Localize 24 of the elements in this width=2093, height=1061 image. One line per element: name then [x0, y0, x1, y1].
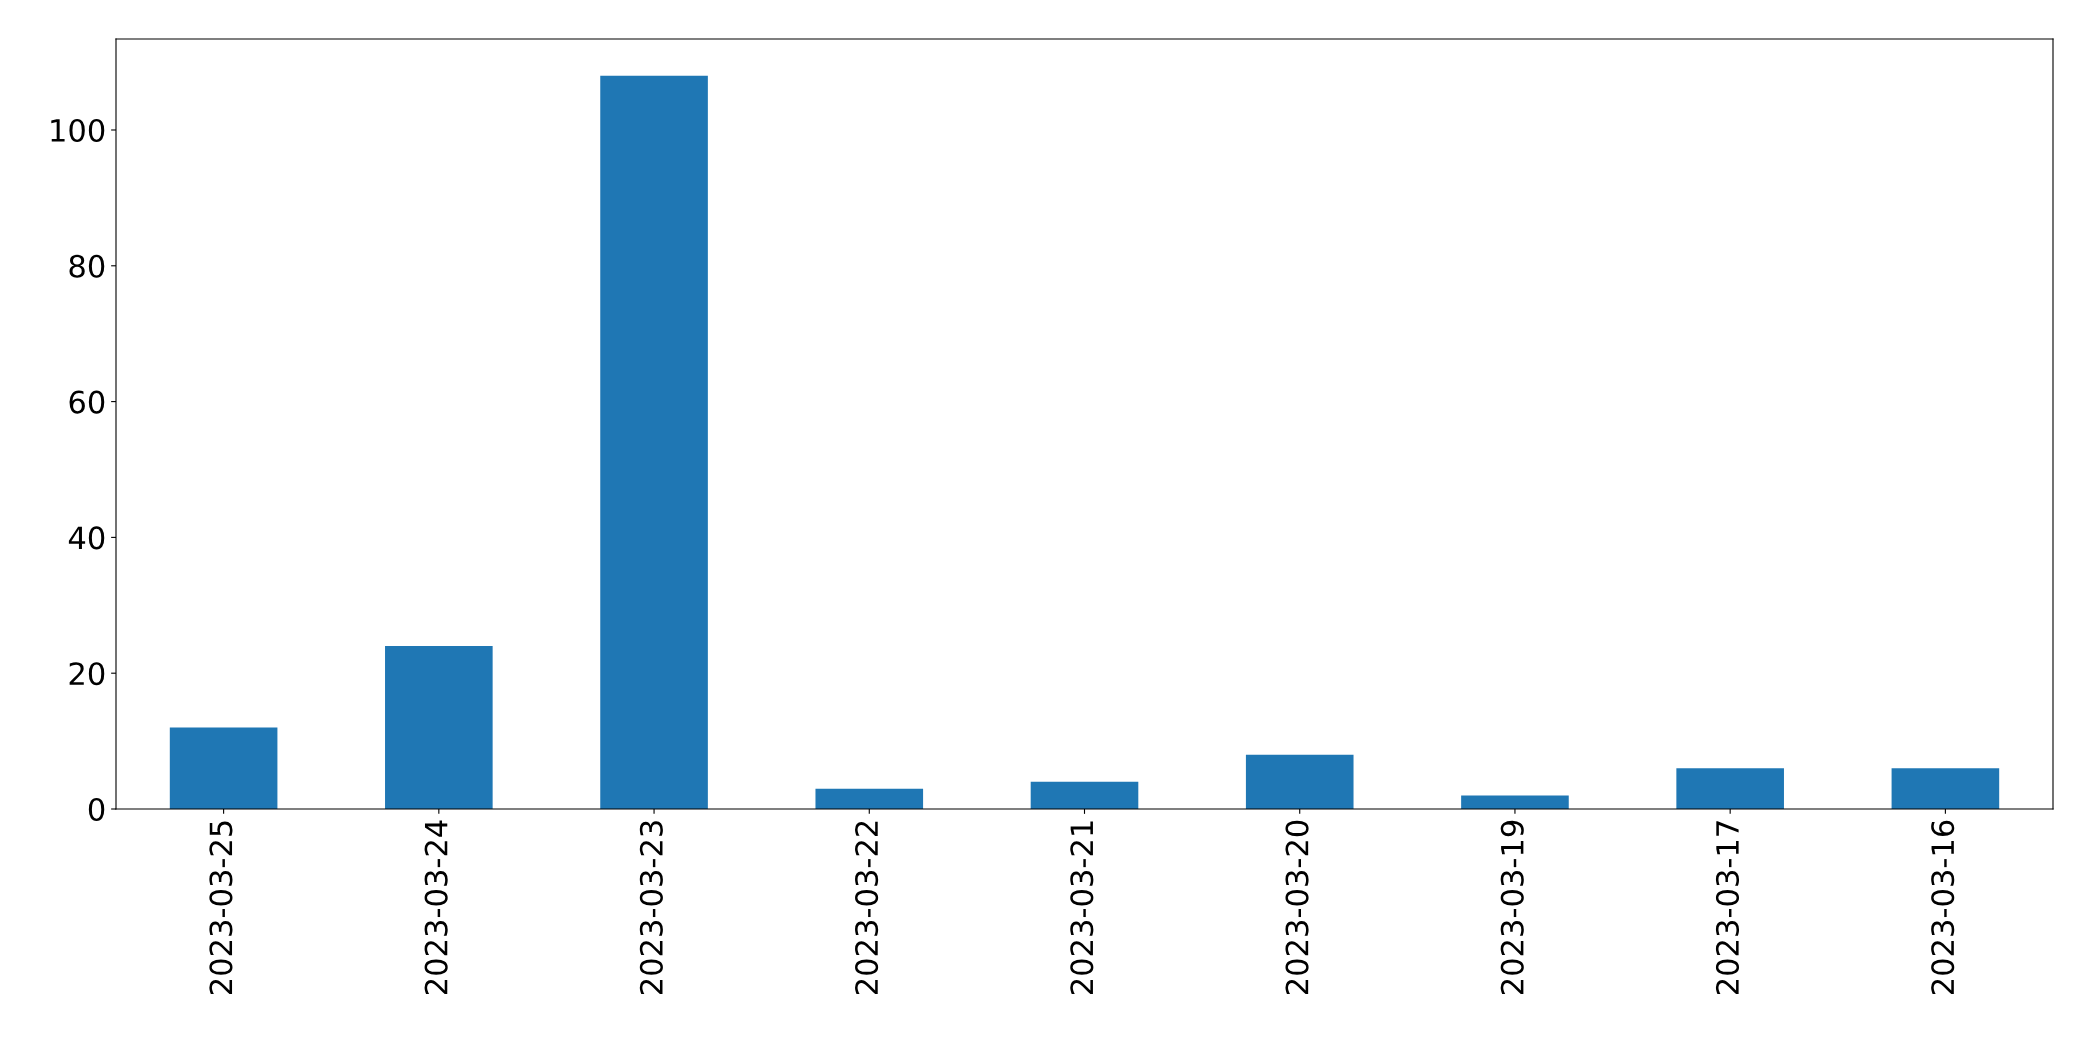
x-tick-label: 2023-03-20: [1285, 820, 1309, 995]
bar: [169, 727, 278, 809]
bar: [1030, 781, 1139, 809]
x-tick-label: 2023-03-25: [209, 821, 233, 995]
x-tick-label: 2023-03-22: [855, 821, 879, 995]
bar: [815, 788, 924, 809]
y-tick-label: 80: [69, 254, 105, 278]
bar: [1245, 754, 1354, 809]
x-tick-label: 2023-03-23: [639, 821, 663, 995]
y-tick-label: 40: [68, 526, 105, 550]
y-tick-label: 20: [69, 662, 105, 686]
bar: [600, 75, 708, 809]
y-tick-label: 100: [51, 118, 105, 143]
bar: [385, 646, 493, 809]
x-tick-label: 2023-03-17: [1715, 821, 1740, 995]
bar: [1461, 795, 1569, 809]
x-tick-label: 2023-03-19: [1500, 820, 1524, 995]
x-tick-label: 2023-03-16: [1931, 820, 1955, 995]
y-tick-label: 60: [69, 390, 105, 414]
y-tick-label: 0: [88, 797, 105, 822]
bar: [1676, 768, 1784, 809]
x-tick-label: 2023-03-21: [1070, 821, 1094, 995]
x-tick-label: 2023-03-24: [424, 820, 448, 995]
bar: [1891, 768, 2000, 809]
